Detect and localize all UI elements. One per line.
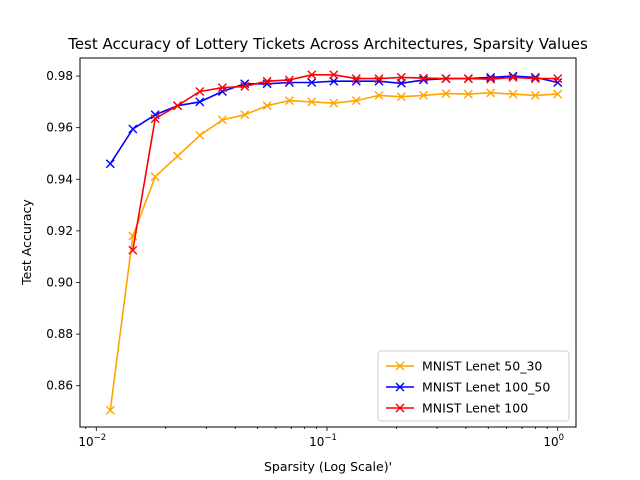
- data-point: [553, 78, 563, 88]
- y-tick-label: 0.86: [46, 379, 73, 393]
- data-point: [217, 115, 227, 125]
- data-point: [553, 74, 563, 84]
- data-point: [463, 74, 473, 84]
- legend-box: [377, 350, 570, 422]
- data-point: [105, 405, 115, 415]
- legend-marker: [395, 403, 405, 413]
- legend-label: MNIST Lenet 100_50: [422, 380, 550, 395]
- series-3: [128, 70, 563, 255]
- legend: MNIST Lenet 50_30 MNIST Lenet 100_50 MNIST…: [377, 350, 570, 422]
- data-point: [240, 110, 250, 120]
- data-point: [329, 76, 339, 86]
- y-tick-label: 0.96: [46, 121, 73, 135]
- data-point: [396, 72, 406, 82]
- data-point: [553, 89, 563, 99]
- data-point: [307, 97, 317, 107]
- legend-marker: [395, 382, 405, 392]
- legend-item: MNIST Lenet 100_50: [386, 380, 550, 395]
- data-point: [374, 74, 384, 84]
- data-point: [486, 74, 496, 84]
- axes-frame: [79, 57, 577, 428]
- series-1: [105, 88, 563, 415]
- data-point: [128, 245, 138, 255]
- data-point: [530, 74, 540, 84]
- data-point: [195, 97, 205, 107]
- data-point: [240, 81, 250, 91]
- data-point: [128, 124, 138, 134]
- data-point: [195, 130, 205, 140]
- legend-item: MNIST Lenet 100: [386, 401, 528, 416]
- data-point: [307, 70, 317, 80]
- data-point: [150, 172, 160, 182]
- data-point: [486, 72, 496, 82]
- legend-label: MNIST Lenet 50_30: [422, 359, 542, 374]
- legend-label: MNIST Lenet 100: [422, 401, 528, 416]
- data-point: [351, 74, 361, 84]
- data-point: [262, 101, 272, 111]
- data-point: [530, 90, 540, 100]
- y-tick-label: 0.94: [46, 172, 73, 186]
- data-point: [486, 88, 496, 98]
- x-tick-label: 100: [543, 433, 564, 449]
- data-point: [441, 89, 451, 99]
- data-point: [195, 87, 205, 97]
- data-point: [463, 89, 473, 99]
- data-point: [508, 71, 518, 81]
- data-point: [508, 89, 518, 99]
- plot-area: [105, 70, 563, 415]
- data-point: [105, 159, 115, 169]
- data-point: [351, 96, 361, 106]
- data-point: [508, 72, 518, 82]
- y-tick-label: 0.88: [46, 327, 73, 341]
- series-line: [132, 74, 558, 251]
- data-point: [262, 76, 272, 86]
- x-tick-label: 10−2: [78, 433, 106, 449]
- data-point: [441, 74, 451, 84]
- data-point: [173, 101, 183, 111]
- y-tick-label: 0.98: [46, 69, 73, 83]
- chart-title: Test Accuracy of Lottery Tickets Across …: [67, 35, 588, 53]
- y-axis: 0.86 0.88 0.90 0.92 0.94 0.96 0.98: [46, 69, 80, 393]
- data-point: [374, 90, 384, 100]
- data-point: [419, 73, 429, 83]
- x-tick-label: 10−1: [309, 433, 337, 449]
- legend-marker: [395, 361, 405, 371]
- y-tick-label: 0.92: [46, 224, 73, 238]
- y-axis-label: Test Accuracy: [19, 199, 34, 286]
- data-point: [284, 96, 294, 106]
- legend-item: MNIST Lenet 50_30: [386, 359, 542, 374]
- data-point: [217, 83, 227, 93]
- data-point: [419, 90, 429, 100]
- x-axis: 10−2 10−1 100: [78, 427, 564, 449]
- data-point: [329, 98, 339, 108]
- data-point: [284, 75, 294, 85]
- data-point: [150, 114, 160, 124]
- x-axis-label: Sparsity (Log Scale)': [264, 459, 392, 474]
- data-point: [173, 151, 183, 161]
- data-point: [307, 78, 317, 88]
- data-point: [530, 72, 540, 82]
- data-point: [396, 92, 406, 102]
- data-point: [329, 70, 339, 80]
- y-tick-label: 0.90: [46, 275, 73, 289]
